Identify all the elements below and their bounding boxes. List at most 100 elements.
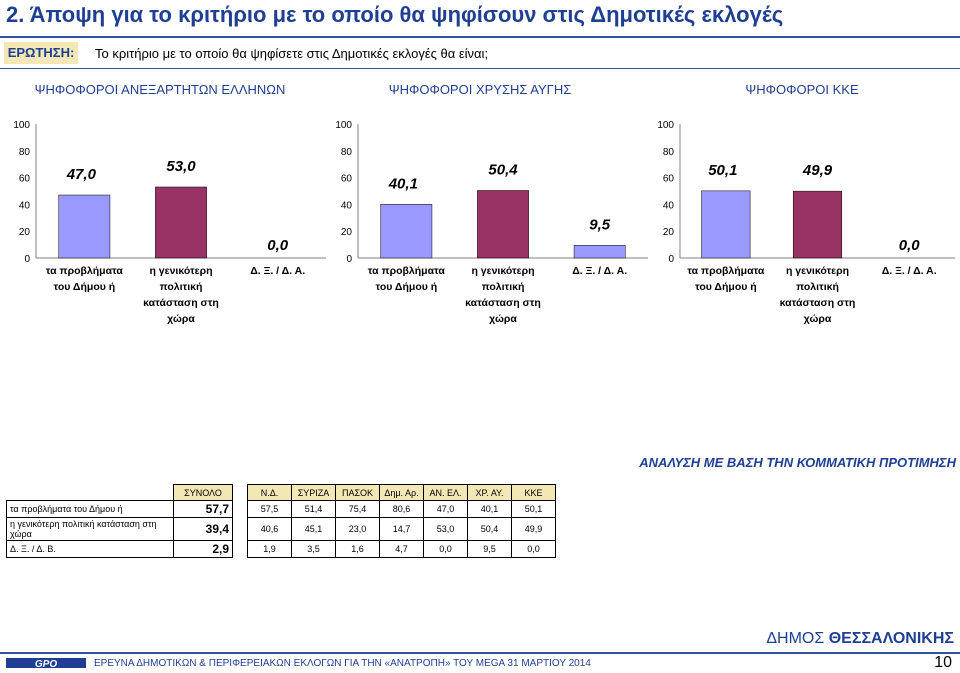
category-label-line: η γενικότερη xyxy=(149,265,212,277)
row-total: 57,7 xyxy=(173,500,233,518)
category-label: η γενικότερη πολιτική κατάσταση στη χώρα xyxy=(465,265,541,325)
row-label: Δ. Ξ. / Δ. Β. xyxy=(6,540,174,558)
category-label-line: του Δήμου ή xyxy=(375,281,437,293)
table-gap xyxy=(232,500,248,518)
bar xyxy=(701,190,751,259)
y-tick-label: 20 xyxy=(19,227,31,238)
column-header-total: ΣΥΝΟΛΟ xyxy=(173,484,233,501)
question-text: Το κριτήριο με το οποίο θα ψηφίσετε στις… xyxy=(95,46,489,61)
question-label: ΕΡΩΤΗΣΗ: xyxy=(4,42,78,64)
table-row: τα προβλήματα του Δήμου ή 57,7 57,5 51,4… xyxy=(6,500,556,518)
table-cell: 47,0 xyxy=(423,500,468,518)
y-tick-label: 80 xyxy=(341,147,353,158)
column-header: Ν.Δ. xyxy=(247,484,292,501)
table-cell: 4,7 xyxy=(379,540,424,558)
category-label-line: Δ. Ξ. / Δ. Α. xyxy=(250,265,305,277)
municipality-prefix: ΔΗΜΟΣ xyxy=(766,630,825,647)
municipality-name: ΘΕΣΣΑΛΟΝΙΚΗΣ xyxy=(828,630,954,647)
y-tick-label: 100 xyxy=(657,120,674,131)
column-header: ΑΝ. ΕΛ. xyxy=(423,484,468,501)
row-label: η γενικότερη πολιτική κατάσταση στη χώρα xyxy=(6,517,174,541)
table-cell: 75,4 xyxy=(335,500,380,518)
column-header: Δημ. Αρ. xyxy=(379,484,424,501)
y-tick-label: 20 xyxy=(341,227,353,238)
municipality-title: ΔΗΜΟΣ ΘΕΣΣΑΛΟΝΙΚΗΣ xyxy=(766,630,954,648)
y-tick-label: 40 xyxy=(19,200,31,211)
column-header: ΣΥΡΙΖΑ xyxy=(291,484,336,501)
analysis-label: ΑΝΑΛΥΣΗ ΜΕ ΒΑΣΗ ΤΗΝ ΚΟΜΜΑΤΙΚΗ ΠΡΟΤΙΜΗΣΗ xyxy=(639,455,956,470)
row-label: τα προβλήματα του Δήμου ή xyxy=(6,500,174,518)
chart-2-title: ΨΗΦΟΦΟΡΟΙ ΧΡΥΣΗΣ ΑΥΓΗΣ xyxy=(388,82,572,97)
category-label: η γενικότερη πολιτική κατάσταση στη χώρα xyxy=(780,265,856,325)
category-label-line: τα προβλήματα xyxy=(46,265,124,277)
footer-text: ΕΡΕΥΝΑ ΔΗΜΟΤΙΚΩΝ & ΠΕΡΙΦΕΡΕΙΑΚΩΝ ΕΚΛΟΓΩΝ… xyxy=(94,658,591,669)
y-tick-label: 60 xyxy=(341,174,353,185)
table-cell: 40,6 xyxy=(247,517,292,541)
footer-divider xyxy=(0,652,960,654)
category-label-line: κατάσταση στη xyxy=(143,297,219,309)
y-tick-label: 80 xyxy=(19,147,31,158)
row-total: 2,9 xyxy=(173,540,233,558)
category-label-line: κατάσταση στη xyxy=(465,297,541,309)
category-label-line: πολιτική xyxy=(796,281,839,293)
table-cell: 40,1 xyxy=(467,500,512,518)
y-tick-label: 0 xyxy=(668,254,674,265)
data-label: 0,0 xyxy=(267,237,289,254)
y-tick-label: 100 xyxy=(335,120,352,131)
y-tick-label: 40 xyxy=(341,200,353,211)
bar xyxy=(58,194,111,259)
category-label: η γενικότερη πολιτική κατάσταση στη χώρα xyxy=(143,265,219,325)
y-tick-label: 80 xyxy=(663,147,675,158)
category-label-line: χώρα xyxy=(167,313,195,325)
bar xyxy=(477,190,529,259)
table-gap xyxy=(232,484,248,501)
y-tick-label: 60 xyxy=(19,174,31,185)
table-cell: 9,5 xyxy=(467,540,512,558)
category-label: Δ. Ξ. / Δ. Α. xyxy=(572,265,627,277)
category-label: τα προβλήματα του Δήμου ή xyxy=(368,265,446,293)
y-tick-label: 100 xyxy=(13,120,30,131)
table-row: η γενικότερη πολιτική κατάσταση στη χώρα… xyxy=(6,517,556,541)
category-label: τα προβλήματα του Δήμου ή xyxy=(687,265,765,293)
y-tick-label: 20 xyxy=(663,227,675,238)
table-header-row: ΣΥΝΟΛΟ Ν.Δ. ΣΥΡΙΖΑ ΠΑΣΟΚ Δημ. Αρ. ΑΝ. ΕΛ… xyxy=(6,484,556,501)
table-cell: 51,4 xyxy=(291,500,336,518)
page-number: 10 xyxy=(934,654,952,671)
y-tick-label: 40 xyxy=(663,200,675,211)
category-label-line: τα προβλήματα xyxy=(368,265,446,277)
data-label: 40,1 xyxy=(388,175,418,192)
category-label-line: πολιτική xyxy=(482,281,525,293)
category-label-line: χώρα xyxy=(489,313,517,325)
category-label-line: Δ. Ξ. / Δ. Α. xyxy=(572,265,627,277)
data-label: 50,4 xyxy=(488,161,518,178)
table-cell: 14,7 xyxy=(379,517,424,541)
row-total: 39,4 xyxy=(173,517,233,541)
category-label: Δ. Ξ. / Δ. Α. xyxy=(250,265,305,277)
table-cell: 50,4 xyxy=(467,517,512,541)
chart-1-title: ΨΗΦΟΦΟΡΟΙ ΑΝΕΞΑΡΤΗΤΩΝ ΕΛΛΗΝΩΝ xyxy=(34,82,286,97)
category-label-line: Δ. Ξ. / Δ. Α. xyxy=(882,265,937,277)
y-tick-label: 0 xyxy=(24,254,30,265)
charts-area: 0 20 40 60 80 100 47,0 τα προβλήματα του Δήμου ή… xyxy=(13,120,955,325)
party-breakdown-table: ΣΥΝΟΛΟ Ν.Δ. ΣΥΡΙΖΑ ΠΑΣΟΚ Δημ. Αρ. ΑΝ. ΕΛ… xyxy=(6,484,556,558)
table-cell: 57,5 xyxy=(247,500,292,518)
y-tick-label: 60 xyxy=(663,174,675,185)
data-label: 49,9 xyxy=(802,162,833,179)
table-cell: 0,0 xyxy=(423,540,468,558)
table-cell: 1,9 xyxy=(247,540,292,558)
bar xyxy=(792,190,843,259)
table-cell: 0,0 xyxy=(511,540,556,558)
logo-text: GPO xyxy=(35,659,57,669)
column-header: ΚΚΕ xyxy=(511,484,556,501)
category-label-line: τα προβλήματα xyxy=(687,265,765,277)
question-divider xyxy=(0,68,960,69)
category-label: Δ. Ξ. / Δ. Α. xyxy=(882,265,937,277)
column-header: ΠΑΣΟΚ xyxy=(335,484,380,501)
table-cell: 23,0 xyxy=(335,517,380,541)
category-label-line: κατάσταση στη xyxy=(780,297,856,309)
table-cell: 80,6 xyxy=(379,500,424,518)
table-cell: 49,9 xyxy=(511,517,556,541)
data-label: 53,0 xyxy=(166,158,196,175)
data-label: 9,5 xyxy=(589,216,611,233)
y-tick-label: 0 xyxy=(346,254,352,265)
